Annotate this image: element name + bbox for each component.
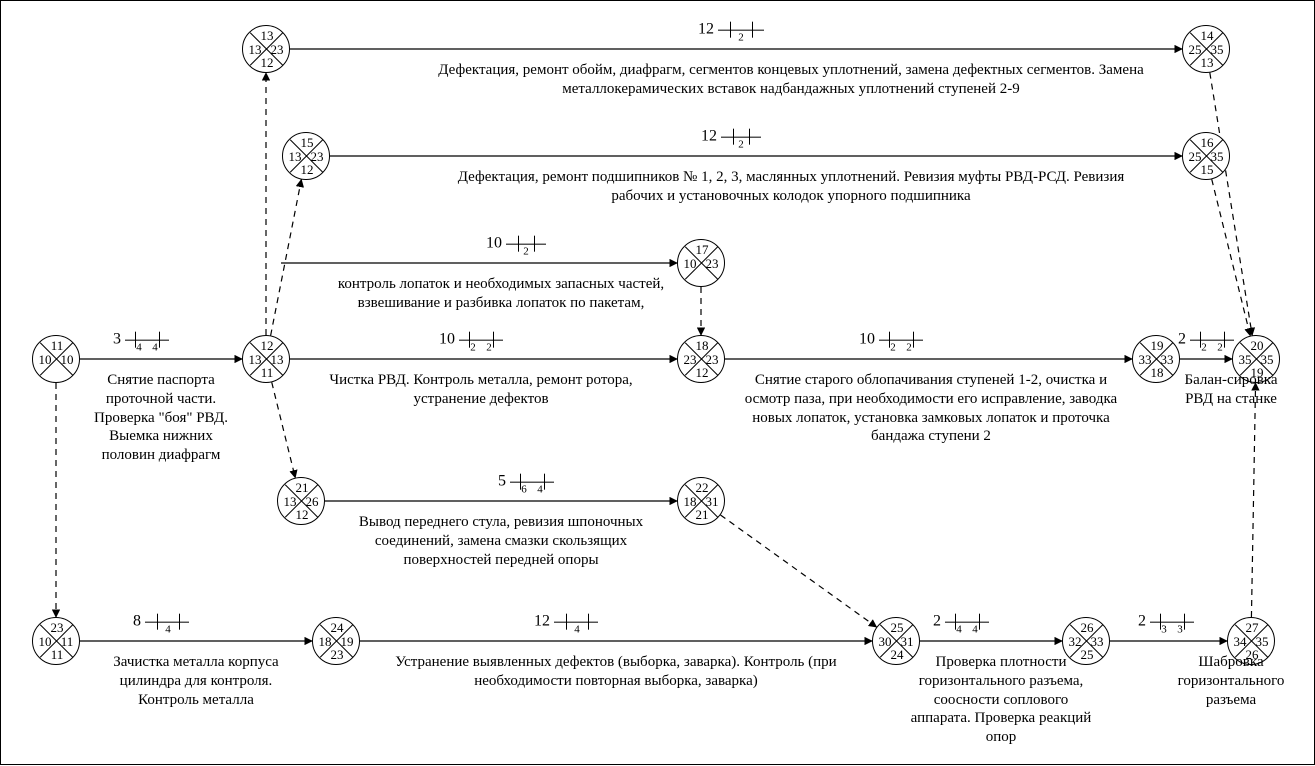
edge bbox=[272, 382, 296, 477]
weight-main: 12 bbox=[534, 613, 550, 631]
node-n17: 171023 bbox=[677, 239, 725, 287]
node-bottom: 12 bbox=[257, 56, 277, 69]
node-bottom: 11 bbox=[47, 648, 67, 661]
weight-main: 3 bbox=[113, 331, 121, 349]
edge-weight: 233 bbox=[1138, 613, 1194, 631]
node-top: 16 bbox=[1197, 136, 1217, 149]
node-top: 22 bbox=[692, 481, 712, 494]
edge bbox=[1210, 73, 1252, 336]
node-bottom: 18 bbox=[1147, 366, 1167, 379]
caption: Вывод переднего стула, ревизия шпоночных… bbox=[341, 513, 661, 569]
caption: Дефектация, ремонт подшипников № 1, 2, 3… bbox=[431, 168, 1151, 206]
edge-weight: 84 bbox=[133, 613, 189, 631]
weight-main: 12 bbox=[701, 128, 717, 146]
node-top: 18 bbox=[692, 339, 712, 352]
caption: Шабровка горизонтального разъема bbox=[1156, 653, 1306, 709]
weight-main: 10 bbox=[486, 235, 502, 253]
caption: Устранение выявленных дефектов (выборка,… bbox=[371, 653, 861, 691]
node-n19: 19333318 bbox=[1132, 335, 1180, 383]
caption: Проверка плотности горизонтального разъе… bbox=[906, 653, 1096, 747]
node-top: 13 bbox=[257, 29, 277, 42]
node-n11: 111010 bbox=[32, 335, 80, 383]
edge-weight: 122 bbox=[701, 128, 761, 146]
caption: Балан-сировка РВД на станке bbox=[1181, 371, 1281, 409]
node-top: 11 bbox=[47, 339, 67, 352]
node-bottom: 15 bbox=[1197, 163, 1217, 176]
caption: Чистка РВД. Контроль металла, ремонт рот… bbox=[311, 371, 651, 409]
weight-main: 2 bbox=[933, 613, 941, 631]
node-n15: 15132312 bbox=[282, 132, 330, 180]
weight-main: 8 bbox=[133, 613, 141, 631]
node-n22: 22183121 bbox=[677, 477, 725, 525]
node-n24: 24181923 bbox=[312, 617, 360, 665]
weight-main: 12 bbox=[698, 21, 714, 39]
edge bbox=[1251, 383, 1255, 617]
weight-main: 2 bbox=[1178, 331, 1186, 349]
caption: Зачистка металла корпуса цилиндра для ко… bbox=[91, 653, 301, 709]
weight-main: 10 bbox=[859, 331, 875, 349]
caption: Снятие старого облопачивания ступеней 1-… bbox=[741, 371, 1121, 446]
node-bottom: 24 bbox=[887, 648, 907, 661]
node-top: 17 bbox=[692, 243, 712, 256]
node-n13: 13132312 bbox=[242, 25, 290, 73]
edge bbox=[271, 180, 302, 336]
node-top: 14 bbox=[1197, 29, 1217, 42]
edge-weight: 124 bbox=[534, 613, 598, 631]
caption: Снятие паспорта проточной части. Проверк… bbox=[81, 371, 241, 465]
node-bottom: 23 bbox=[327, 648, 347, 661]
node-left: 10 bbox=[680, 257, 700, 270]
node-n14: 14253513 bbox=[1182, 25, 1230, 73]
node-top: 27 bbox=[1242, 621, 1262, 634]
node-n21: 21132612 bbox=[277, 477, 325, 525]
node-bottom: 21 bbox=[692, 508, 712, 521]
edge-weight: 344 bbox=[113, 331, 169, 349]
weight-main: 2 bbox=[1138, 613, 1146, 631]
edge bbox=[720, 515, 876, 627]
node-left: 10 bbox=[35, 353, 55, 366]
edge-weight: 244 bbox=[933, 613, 989, 631]
node-top: 15 bbox=[297, 136, 317, 149]
node-n18: 18232312 bbox=[677, 335, 725, 383]
node-bottom: 11 bbox=[257, 366, 277, 379]
node-n23: 23101111 bbox=[32, 617, 80, 665]
node-n12: 12131311 bbox=[242, 335, 290, 383]
node-n16: 16253515 bbox=[1182, 132, 1230, 180]
edge-weight: 1022 bbox=[439, 331, 503, 349]
weight-main: 5 bbox=[498, 473, 506, 491]
edge-weight: 564 bbox=[498, 473, 554, 491]
node-bottom: 12 bbox=[297, 163, 317, 176]
node-top: 19 bbox=[1147, 339, 1167, 352]
node-top: 25 bbox=[887, 621, 907, 634]
node-right: 23 bbox=[702, 257, 722, 270]
node-bottom: 12 bbox=[692, 366, 712, 379]
node-top: 12 bbox=[257, 339, 277, 352]
node-top: 23 bbox=[47, 621, 67, 634]
node-right: 10 bbox=[57, 353, 77, 366]
edge-weight: 122 bbox=[698, 21, 764, 39]
node-top: 20 bbox=[1247, 339, 1267, 352]
caption: контроль лопаток и необходимых запасных … bbox=[331, 275, 671, 313]
edge-weight: 102 bbox=[486, 235, 546, 253]
node-top: 26 bbox=[1077, 621, 1097, 634]
edge-weight: 1022 bbox=[859, 331, 923, 349]
weight-main: 10 bbox=[439, 331, 455, 349]
edge bbox=[1212, 179, 1251, 335]
node-bottom: 13 bbox=[1197, 56, 1217, 69]
node-top: 21 bbox=[292, 481, 312, 494]
edge-weight: 222 bbox=[1178, 331, 1234, 349]
caption: Дефектация, ремонт обойм, диафрагм, сегм… bbox=[431, 61, 1151, 99]
node-top: 24 bbox=[327, 621, 347, 634]
node-bottom: 12 bbox=[292, 508, 312, 521]
